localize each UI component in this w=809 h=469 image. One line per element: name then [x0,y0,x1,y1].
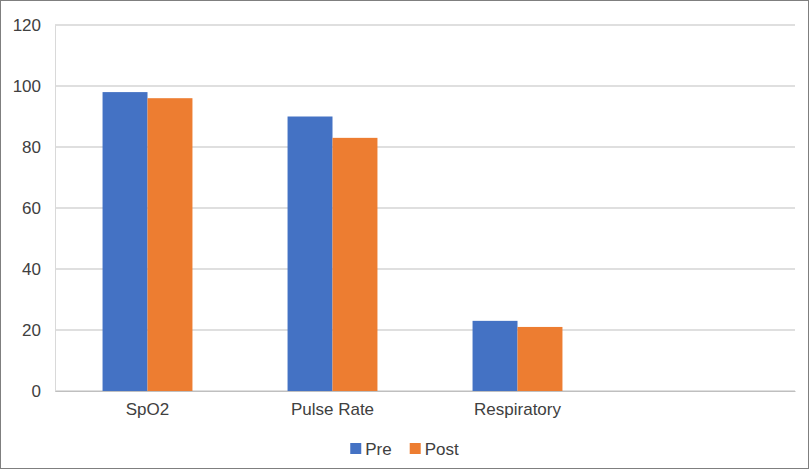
legend: Pre Post [350,440,459,459]
y-tick-label: 40 [22,260,41,279]
bar [103,92,148,391]
bar [333,138,378,391]
grid [55,25,795,391]
y-axis-line [55,26,56,392]
plot: 0 20 40 60 80 100 120 SpO2 Pulse Rate Respiratory [13,16,796,419]
y-tick: 60 [22,199,55,218]
y-tick-label: 0 [32,382,41,401]
bar [148,98,193,391]
y-tick-label: 100 [13,77,41,96]
y-tick-label: 120 [13,16,41,35]
x-axis-line [56,391,796,392]
grid-line [55,25,795,26]
chart: 0 20 40 60 80 100 120 SpO2 Pulse Rate Respiratory… [0,0,809,469]
x-tick-label: Respiratory [474,400,561,419]
x-tick: Pulse Rate [291,391,374,419]
y-tick-label: 60 [22,199,41,218]
legend-label: Pre [365,440,391,459]
grid-line [55,86,795,87]
y-axis: 0 20 40 60 80 100 120 [13,16,56,401]
x-tick: Respiratory [474,391,561,419]
bar [473,321,518,391]
chart-frame [1,1,809,469]
x-axis: SpO2 Pulse Rate Respiratory [56,391,796,419]
y-tick: 120 [13,16,55,35]
y-tick: 0 [32,382,55,401]
y-tick: 80 [22,138,55,157]
x-tick-label: Pulse Rate [291,400,374,419]
x-tick-label: SpO2 [126,400,169,419]
legend-swatch [350,443,361,454]
bar [518,327,563,391]
bars [103,92,563,391]
legend-item: Pre [350,440,391,459]
y-tick-label: 20 [22,321,41,340]
legend-label: Post [425,440,459,459]
y-tick-label: 80 [22,138,41,157]
x-tick: SpO2 [126,391,169,419]
bar [288,117,333,392]
y-tick: 100 [13,77,55,96]
legend-item: Post [410,440,459,459]
y-tick: 40 [22,260,55,279]
legend-swatch [410,443,421,454]
y-tick: 20 [22,321,55,340]
